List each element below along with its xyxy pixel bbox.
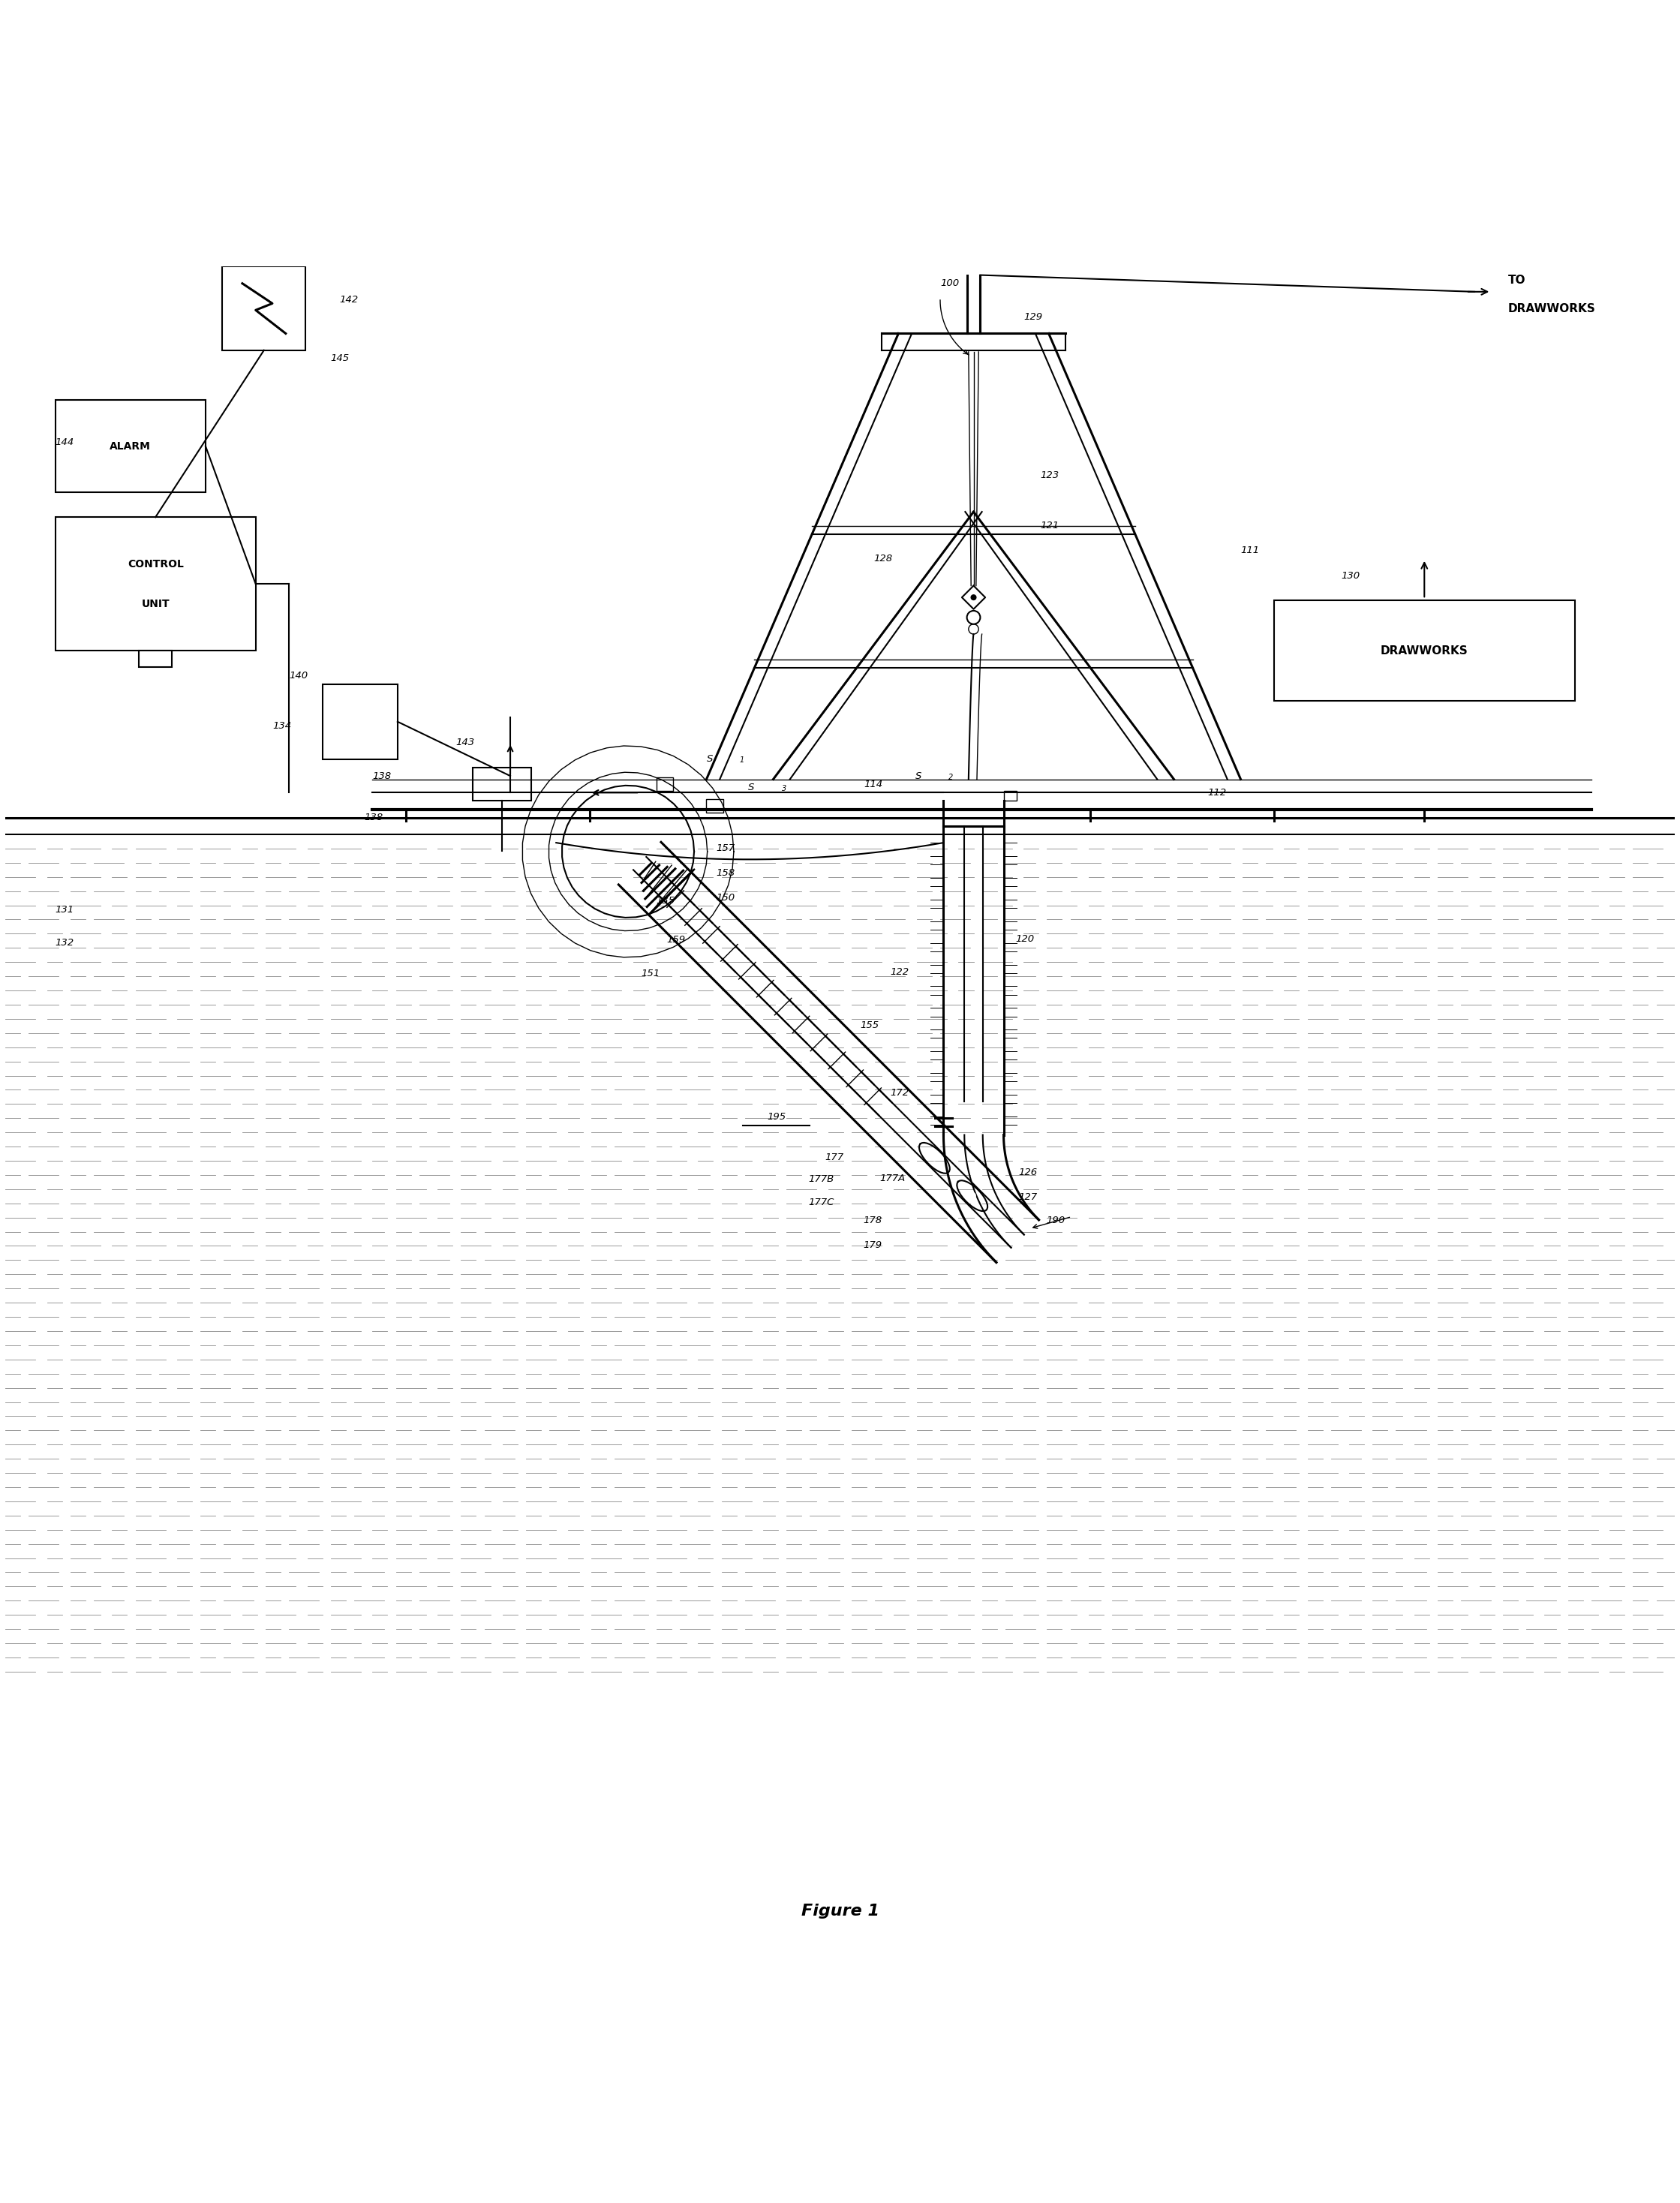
Text: 151: 151 — [642, 969, 660, 978]
Text: 120: 120 — [1015, 934, 1035, 943]
Text: 100: 100 — [941, 278, 959, 289]
Text: S: S — [748, 782, 754, 793]
Text: 130: 130 — [1341, 571, 1359, 579]
Bar — [323, 685, 398, 760]
Text: 145: 145 — [331, 355, 349, 363]
Text: 190: 190 — [1047, 1216, 1065, 1225]
Bar — [139, 650, 171, 668]
Circle shape — [969, 1192, 976, 1198]
Text: 112: 112 — [1208, 789, 1226, 797]
Bar — [55, 518, 255, 650]
Text: 114: 114 — [864, 780, 882, 789]
Text: 140: 140 — [289, 672, 307, 681]
Text: 177B: 177B — [808, 1174, 835, 1183]
Text: Figure 1: Figure 1 — [801, 1903, 879, 1919]
Text: DRAWWORKS: DRAWWORKS — [1381, 645, 1468, 656]
Bar — [1003, 791, 1016, 802]
Text: 1: 1 — [739, 756, 744, 764]
Circle shape — [971, 595, 976, 599]
Text: 134: 134 — [272, 720, 291, 731]
Text: 127: 127 — [1018, 1192, 1037, 1203]
Bar — [222, 267, 306, 350]
Text: 3: 3 — [781, 784, 786, 793]
Text: ALARM: ALARM — [109, 441, 151, 452]
Text: UNIT: UNIT — [141, 599, 170, 610]
Text: DRAWWORKS: DRAWWORKS — [1509, 302, 1596, 315]
Text: 129: 129 — [1023, 313, 1043, 322]
Text: 177C: 177C — [808, 1198, 835, 1207]
Text: 126: 126 — [1018, 1168, 1037, 1176]
Bar — [1273, 601, 1574, 701]
Text: 138: 138 — [365, 813, 383, 822]
Text: 179: 179 — [864, 1240, 882, 1249]
Text: 142: 142 — [339, 295, 358, 304]
Bar — [706, 800, 722, 813]
Text: 132: 132 — [55, 938, 74, 947]
Text: S: S — [706, 753, 712, 764]
Text: 177A: 177A — [880, 1174, 906, 1183]
Text: CONTROL: CONTROL — [128, 560, 183, 568]
Text: 157: 157 — [716, 844, 736, 853]
Text: 111: 111 — [1242, 546, 1260, 555]
Text: 131: 131 — [55, 905, 74, 914]
Text: 128: 128 — [874, 553, 892, 564]
Text: S: S — [916, 771, 921, 780]
Text: 150: 150 — [716, 892, 736, 903]
Bar — [657, 778, 674, 791]
Text: 172: 172 — [890, 1088, 909, 1097]
Text: 143: 143 — [455, 738, 475, 747]
Circle shape — [932, 1157, 937, 1161]
Bar — [472, 767, 531, 802]
Text: 195: 195 — [768, 1113, 786, 1121]
Bar — [55, 401, 205, 491]
Text: 121: 121 — [1040, 520, 1058, 531]
Text: 2: 2 — [949, 773, 953, 780]
Text: 135: 135 — [657, 897, 675, 905]
Text: 177: 177 — [825, 1152, 843, 1163]
Text: 155: 155 — [860, 1020, 879, 1029]
Text: 144: 144 — [55, 436, 74, 447]
Text: 122: 122 — [890, 967, 909, 976]
Text: 138: 138 — [373, 771, 391, 780]
Text: TO: TO — [1509, 275, 1525, 286]
Text: 159: 159 — [667, 934, 685, 945]
Text: 158: 158 — [716, 868, 736, 879]
Text: 178: 178 — [864, 1216, 882, 1225]
Text: 123: 123 — [1040, 471, 1058, 480]
